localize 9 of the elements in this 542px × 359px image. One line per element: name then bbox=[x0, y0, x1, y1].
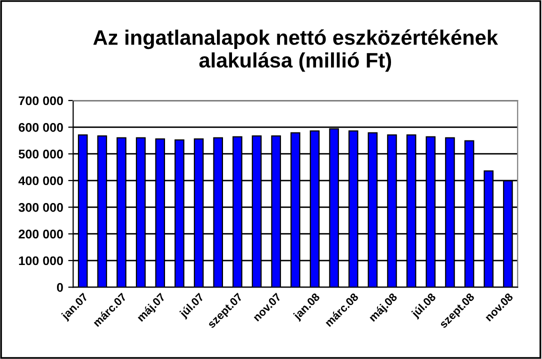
y-tick-label: 0 bbox=[56, 283, 63, 292]
y-tick-label: 500 000 bbox=[18, 150, 63, 159]
y-tick-label: 100 000 bbox=[19, 256, 63, 266]
y-tick-label: 700 000 bbox=[18, 96, 63, 106]
y-tick-label: 200 000 bbox=[18, 230, 63, 239]
y-tick-label: 300 000 bbox=[18, 202, 63, 212]
y-tick-label: 600 000 bbox=[18, 122, 63, 132]
chart-title: Az ingatlanalapok nettó eszközértékének alakulása (millió Ft) bbox=[93, 29, 498, 72]
y-tick-label: 400 000 bbox=[18, 176, 63, 186]
